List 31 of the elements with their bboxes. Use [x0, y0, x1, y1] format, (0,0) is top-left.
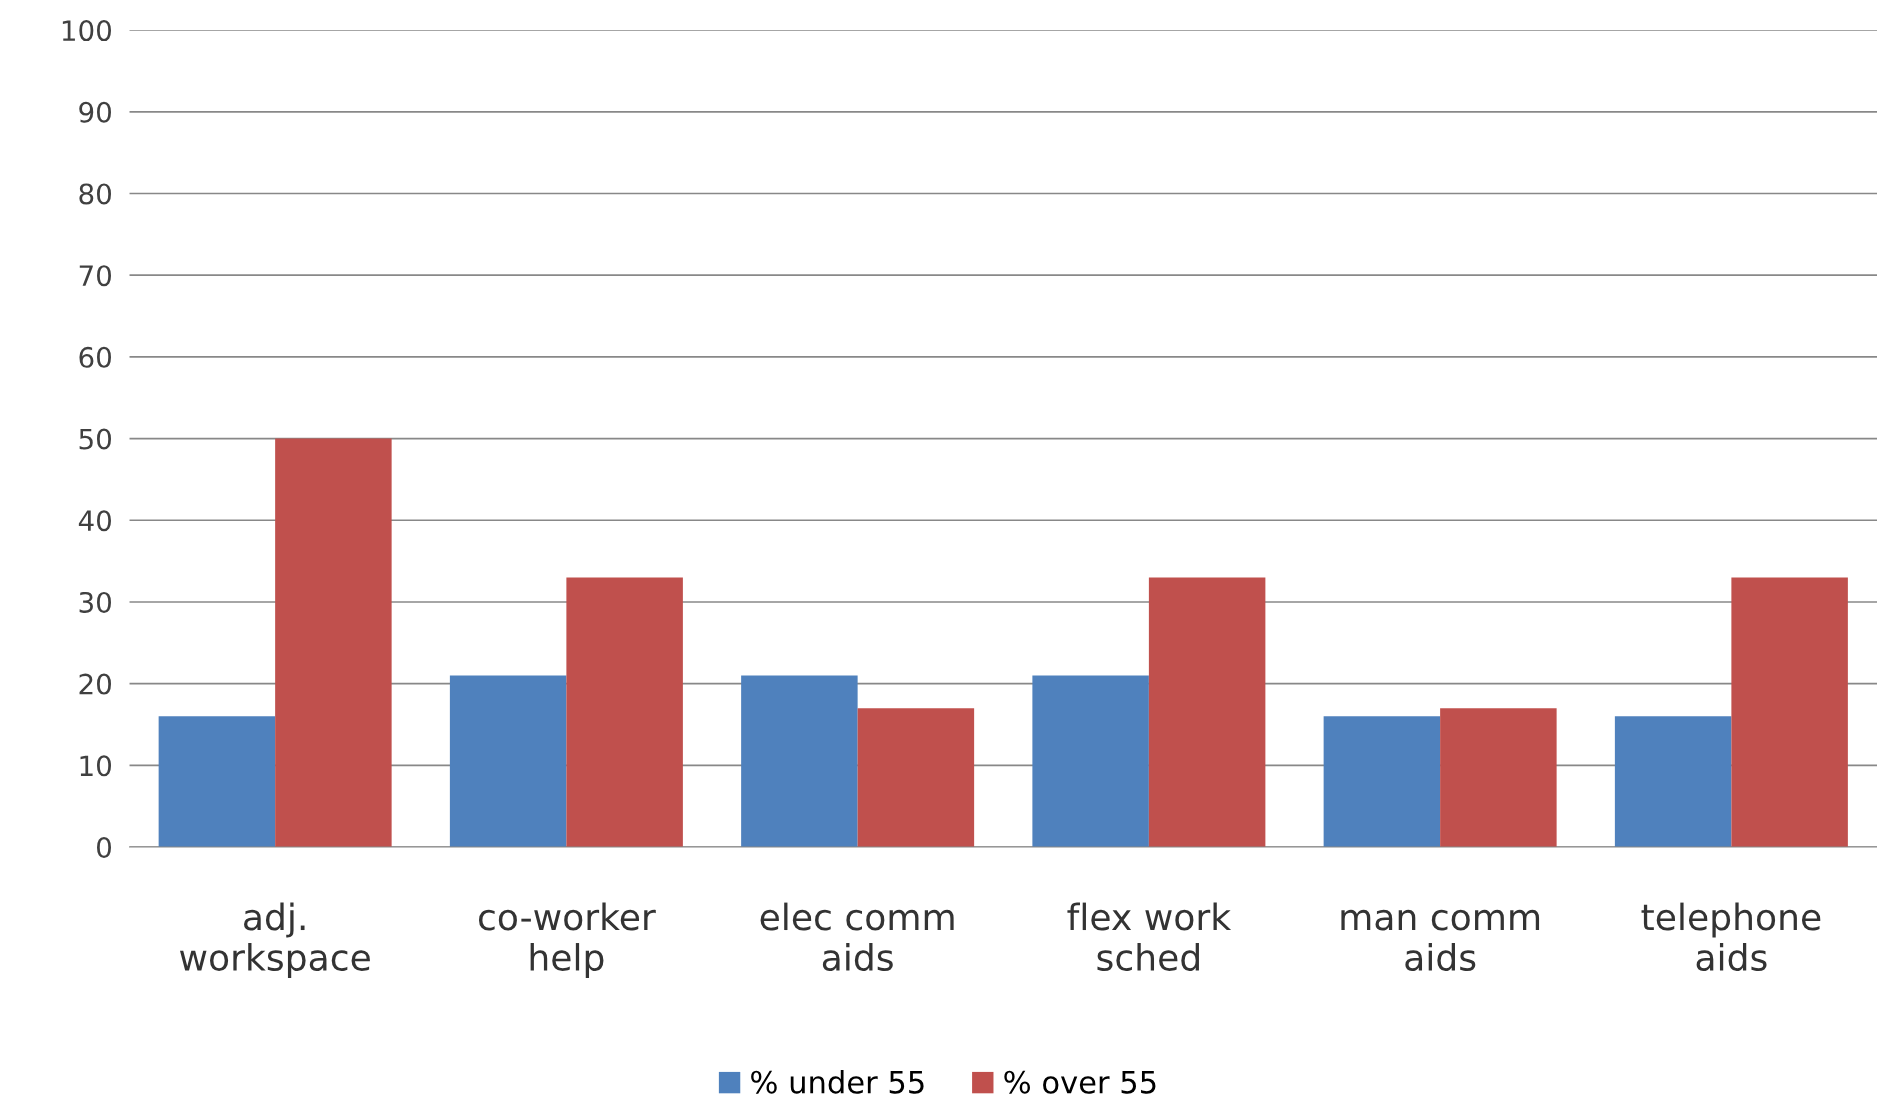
- y-tick-label: 10: [80, 755, 111, 777]
- bar: [857, 708, 975, 848]
- y-tick-label: 80: [79, 183, 111, 205]
- x-tick-label: man comm aids: [1341, 909, 1540, 971]
- bar: [1032, 675, 1149, 848]
- bar: [158, 716, 276, 848]
- y-tick-label: 40: [78, 510, 111, 532]
- x-tick-label: flex work sched: [1067, 902, 1232, 971]
- legend-label: % under 55: [751, 1070, 924, 1094]
- bar: [1614, 716, 1732, 848]
- y-tick-label: 70: [79, 265, 111, 287]
- y-tick-label: 100: [62, 20, 111, 42]
- y-tick-label: 0: [97, 836, 111, 858]
- bar: [1440, 708, 1557, 848]
- y-tick-label: 20: [79, 673, 111, 695]
- y-tick-label: 50: [79, 428, 111, 450]
- bar: [566, 577, 683, 848]
- bar: [1731, 577, 1848, 848]
- x-tick-label: elec comm aids: [760, 902, 954, 971]
- y-tick-label: 60: [79, 346, 111, 368]
- x-tick-label: adj. workspace: [179, 902, 370, 978]
- bar: [741, 675, 858, 848]
- bar: [275, 438, 392, 848]
- bar: [1323, 716, 1441, 848]
- legend-label: % over 55: [1004, 1070, 1156, 1094]
- bar: [449, 675, 567, 848]
- y-tick-label: 30: [79, 591, 111, 613]
- y-tick-label: 90: [79, 101, 111, 123]
- bar: [1148, 577, 1266, 848]
- x-tick-label: telephone aids: [1641, 902, 1821, 971]
- x-tick-label: co-worker help: [478, 902, 656, 978]
